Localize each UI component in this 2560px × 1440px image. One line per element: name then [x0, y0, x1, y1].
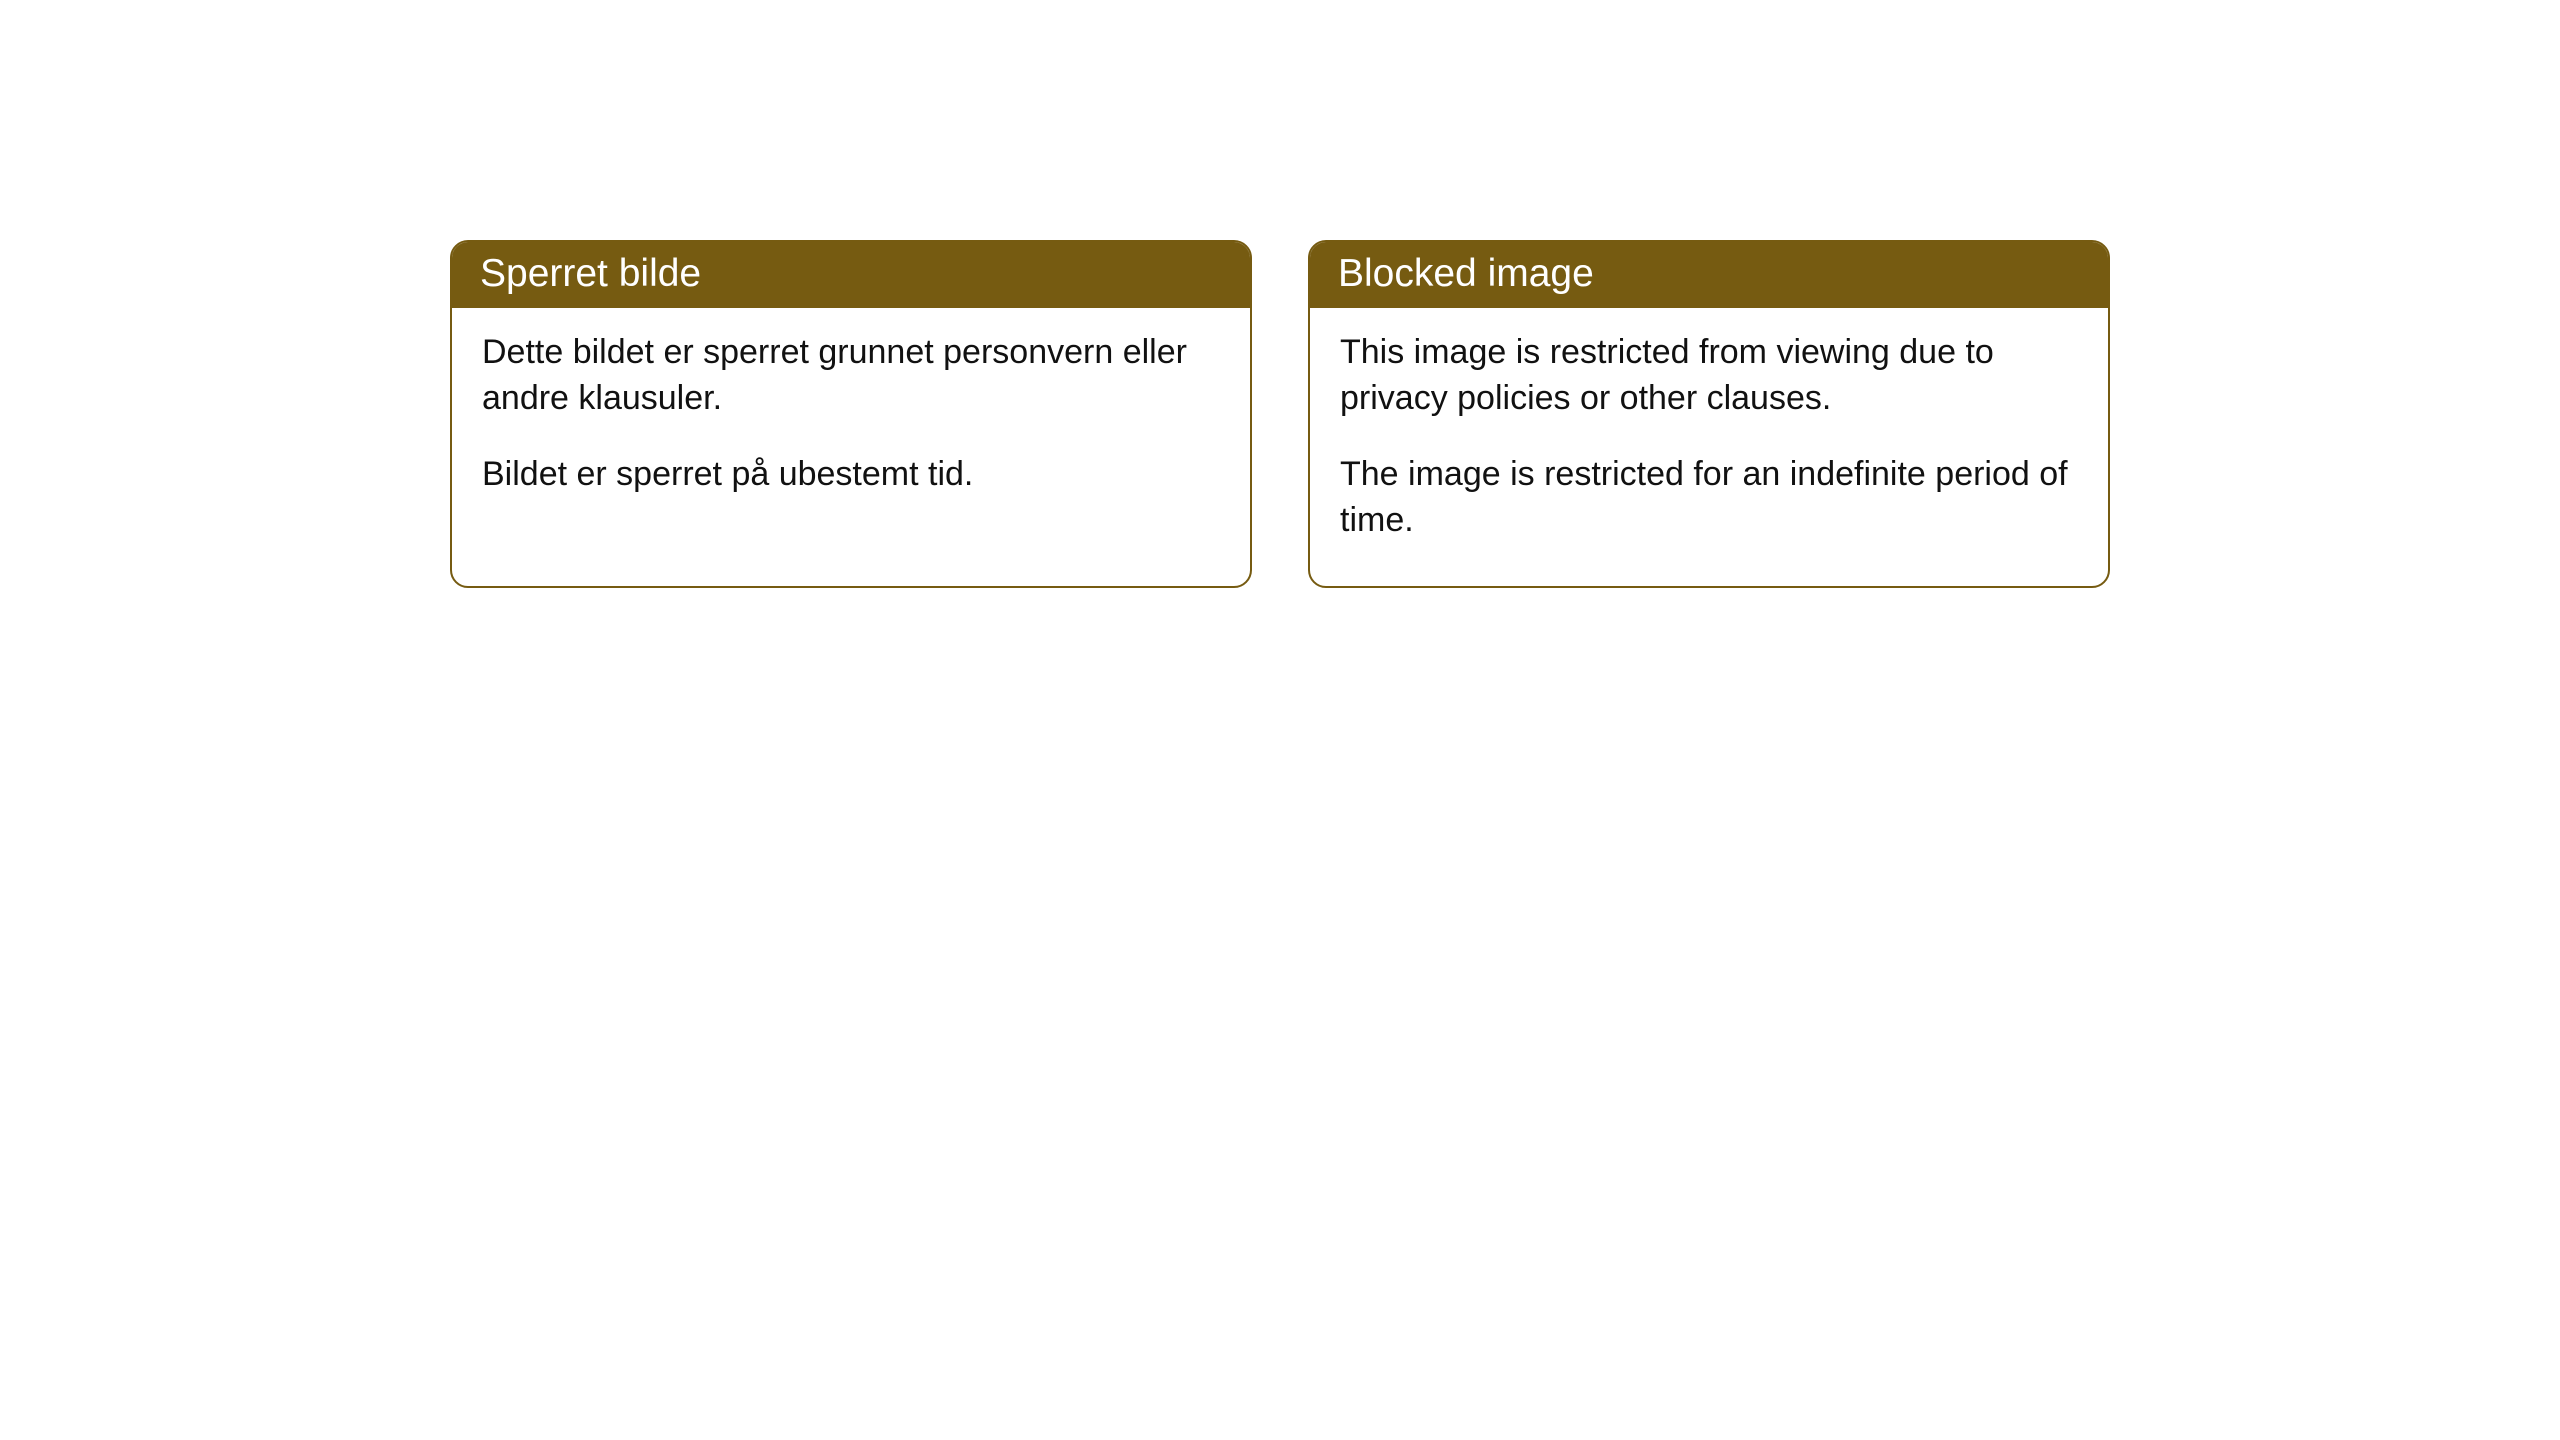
card-paragraph: Dette bildet er sperret grunnet personve…: [482, 330, 1220, 422]
card-body: This image is restricted from viewing du…: [1310, 308, 2108, 586]
card-header: Blocked image: [1310, 242, 2108, 308]
card-title: Blocked image: [1338, 252, 1594, 295]
blocked-image-card-norwegian: Sperret bilde Dette bildet er sperret gr…: [450, 240, 1252, 588]
notice-cards-container: Sperret bilde Dette bildet er sperret gr…: [450, 240, 2560, 588]
card-paragraph: The image is restricted for an indefinit…: [1340, 452, 2078, 544]
blocked-image-card-english: Blocked image This image is restricted f…: [1308, 240, 2110, 588]
card-body: Dette bildet er sperret grunnet personve…: [452, 308, 1250, 540]
card-title: Sperret bilde: [480, 252, 701, 295]
card-paragraph: Bildet er sperret på ubestemt tid.: [482, 452, 1220, 498]
card-header: Sperret bilde: [452, 242, 1250, 308]
card-paragraph: This image is restricted from viewing du…: [1340, 330, 2078, 422]
